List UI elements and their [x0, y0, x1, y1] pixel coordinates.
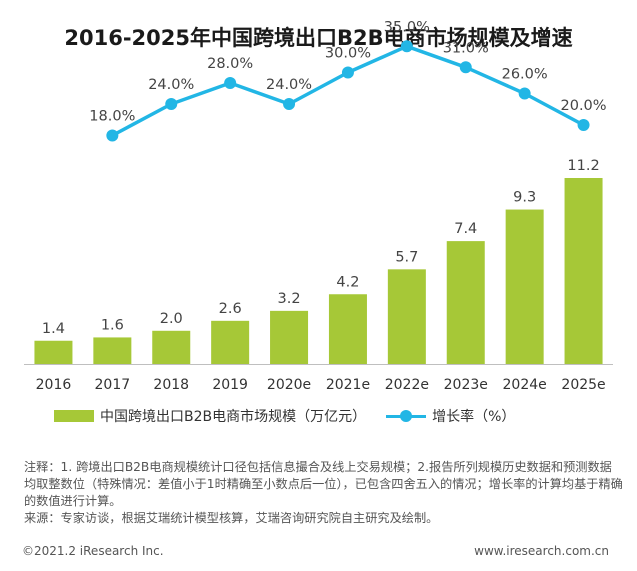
- bar-label-2016: 1.4: [42, 321, 65, 337]
- bar-label-2021e: 4.2: [336, 274, 359, 290]
- bar-2025e: [564, 178, 603, 364]
- bar-2020e: [270, 310, 309, 364]
- legend-line-marker: [400, 410, 413, 422]
- bar-label-2017: 1.6: [101, 317, 124, 333]
- bar-2022e: [387, 269, 426, 364]
- growth-point-2022e: [400, 40, 413, 53]
- bar-label-2019: 2.6: [219, 301, 242, 317]
- notes-line: 注释：1. 跨境出口B2B电商规模统计口径包括信息撮合及线上交易规模；2.报告所…: [24, 460, 623, 508]
- x-tick-2023e: 2023e: [444, 377, 488, 393]
- x-tick-2022e: 2022e: [385, 377, 429, 393]
- x-tick-2024e: 2024e: [503, 377, 547, 393]
- chart-legend: 中国跨境出口B2B电商市场规模（万亿元） 增长率（%）: [54, 406, 515, 426]
- chart-plot: 1.4 2016 1.6 2017 2.0 2018 2.6 2019 3.2 2020e 4.2 2…: [24, 19, 613, 393]
- bar-label-2020e: 3.2: [278, 291, 301, 307]
- bar-2016: [34, 340, 73, 364]
- bar-2023e: [446, 241, 485, 364]
- growth-point-2025e: [577, 119, 590, 131]
- website-link[interactable]: www.iresearch.com.cn: [474, 544, 609, 558]
- growth-label-2025e: 20.0%: [561, 98, 607, 114]
- growth-point-2023e: [459, 61, 472, 74]
- growth-point-2020e: [283, 98, 296, 110]
- legend-bar-label: 中国跨境出口B2B电商市场规模（万亿元）: [100, 409, 367, 425]
- bar-label-2025e: 11.2: [567, 158, 599, 174]
- x-tick-2019: 2019: [212, 377, 248, 393]
- x-tick-2021e: 2021e: [326, 377, 370, 393]
- x-tick-2017: 2017: [95, 377, 131, 393]
- growth-point-2024e: [518, 87, 531, 100]
- growth-point-2021e: [341, 66, 354, 79]
- growth-point-2019: [224, 77, 237, 89]
- legend-line-label: 增长率（%）: [432, 409, 516, 425]
- bar-label-2024e: 9.3: [513, 190, 536, 206]
- growth-label-2022e: 35.0%: [384, 19, 430, 35]
- legend-bar-swatch: [54, 410, 94, 422]
- growth-label-2020e: 24.0%: [266, 77, 312, 93]
- chart-title: 2016-2025年中国跨境出口B2B电商市场规模及增速: [64, 26, 573, 50]
- growth-label-2017: 18.0%: [89, 109, 135, 125]
- growth-label-2021e: 30.0%: [325, 46, 371, 62]
- x-tick-2016: 2016: [36, 377, 72, 393]
- bar-2018: [152, 330, 191, 364]
- bar-2021e: [328, 294, 367, 364]
- growth-label-2019: 28.0%: [207, 56, 253, 72]
- x-tick-2020e: 2020e: [267, 377, 311, 393]
- growth-label-2024e: 26.0%: [502, 67, 548, 83]
- legend-line-swatch: [386, 409, 427, 423]
- growth-point-2018: [165, 98, 178, 110]
- chart-notes: 注释：1. 跨境出口B2B电商规模统计口径包括信息撮合及线上交易规模；2.报告所…: [24, 459, 624, 527]
- bar-2017: [93, 337, 132, 364]
- copyright-text: ©2021.2 iResearch Inc.: [22, 544, 164, 558]
- bar-2019: [211, 320, 250, 364]
- bar-label-2022e: 5.7: [395, 249, 418, 265]
- growth-label-2018: 24.0%: [148, 77, 194, 93]
- growth-label-2023e: 31.0%: [443, 40, 489, 56]
- bar-label-2018: 2.0: [160, 311, 183, 327]
- source-line: 来源：专家访谈，根据艾瑞统计模型核算，艾瑞咨询研究院自主研究及绘制。: [24, 511, 439, 525]
- bar-label-2023e: 7.4: [454, 221, 477, 237]
- x-tick-2025e: 2025e: [561, 377, 605, 393]
- bar-2024e: [505, 209, 544, 364]
- growth-point-2017: [106, 129, 119, 142]
- x-tick-2018: 2018: [153, 377, 189, 393]
